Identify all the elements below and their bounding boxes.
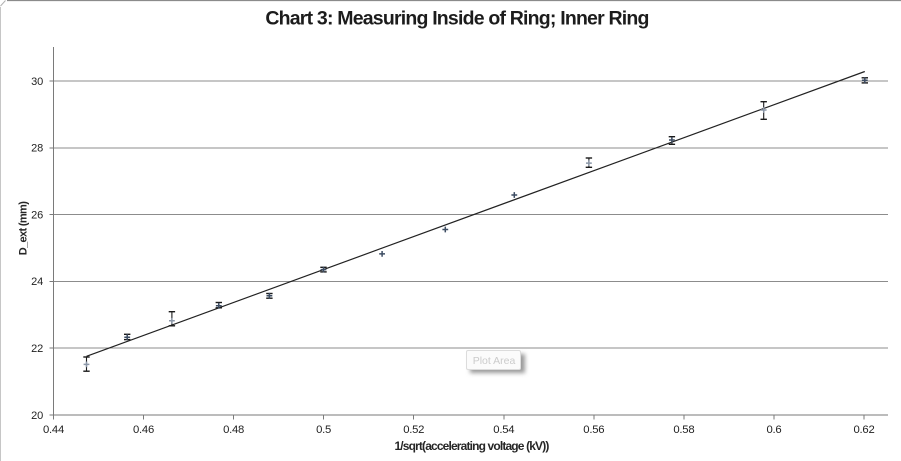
svg-text:0.48: 0.48 [223, 424, 244, 436]
svg-text:Chart 3: Measuring Inside of R: Chart 3: Measuring Inside of Ring; Inner… [265, 8, 648, 30]
svg-text:22: 22 [31, 343, 43, 355]
svg-text:0.58: 0.58 [673, 424, 694, 436]
svg-text:26: 26 [31, 209, 43, 221]
svg-text:D_ext (mm): D_ext (mm) [18, 201, 30, 255]
svg-text:28: 28 [31, 143, 43, 155]
svg-text:0.6: 0.6 [767, 424, 782, 436]
svg-text:30: 30 [31, 76, 43, 88]
svg-text:Plot Area: Plot Area [473, 355, 516, 367]
svg-text:0.62: 0.62 [854, 424, 875, 436]
svg-text:0.44: 0.44 [43, 424, 64, 436]
svg-text:0.46: 0.46 [133, 424, 154, 436]
svg-text:0.52: 0.52 [403, 424, 424, 436]
svg-text:0.56: 0.56 [583, 424, 604, 436]
svg-text:0.54: 0.54 [493, 424, 514, 436]
svg-text:1/sqrt(accelerating voltage (k: 1/sqrt(accelerating voltage (kV)) [394, 439, 549, 453]
svg-text:20: 20 [31, 410, 43, 422]
svg-text:0.5: 0.5 [316, 424, 331, 436]
svg-text:24: 24 [31, 276, 43, 288]
